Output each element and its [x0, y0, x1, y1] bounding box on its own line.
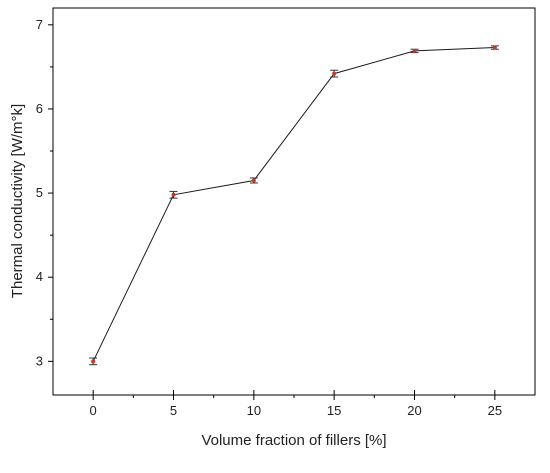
y-axis-title: Thermal conductivity [W/m°k]: [9, 104, 26, 298]
x-axis-title: Volume fraction of fillers [%]: [201, 432, 386, 449]
y-tick-label: 7: [36, 17, 43, 32]
x-tick-label: 0: [90, 403, 97, 418]
x-tick-label: 20: [407, 403, 421, 418]
data-point: [171, 192, 176, 197]
plot-frame: [52, 7, 536, 396]
y-tick-label: 4: [36, 269, 43, 284]
y-axis: 3 4 5 6 7: [36, 17, 53, 368]
x-axis: 0 5 10 15 20 25: [90, 390, 502, 418]
x-tick-label: 15: [327, 403, 341, 418]
y-tick-label: 6: [36, 101, 43, 116]
data-point: [251, 178, 256, 183]
x-tick-label: 5: [170, 403, 177, 418]
x-tick-label: 25: [488, 403, 502, 418]
series-layer: [89, 45, 499, 366]
x-tick-label: 10: [247, 403, 261, 418]
data-point: [492, 45, 497, 50]
y-tick-label: 5: [36, 185, 43, 200]
data-point: [332, 71, 337, 76]
data-point: [412, 48, 417, 53]
series-line: [92, 47, 495, 362]
y-tick-label: 3: [36, 353, 43, 368]
data-point: [91, 359, 96, 364]
